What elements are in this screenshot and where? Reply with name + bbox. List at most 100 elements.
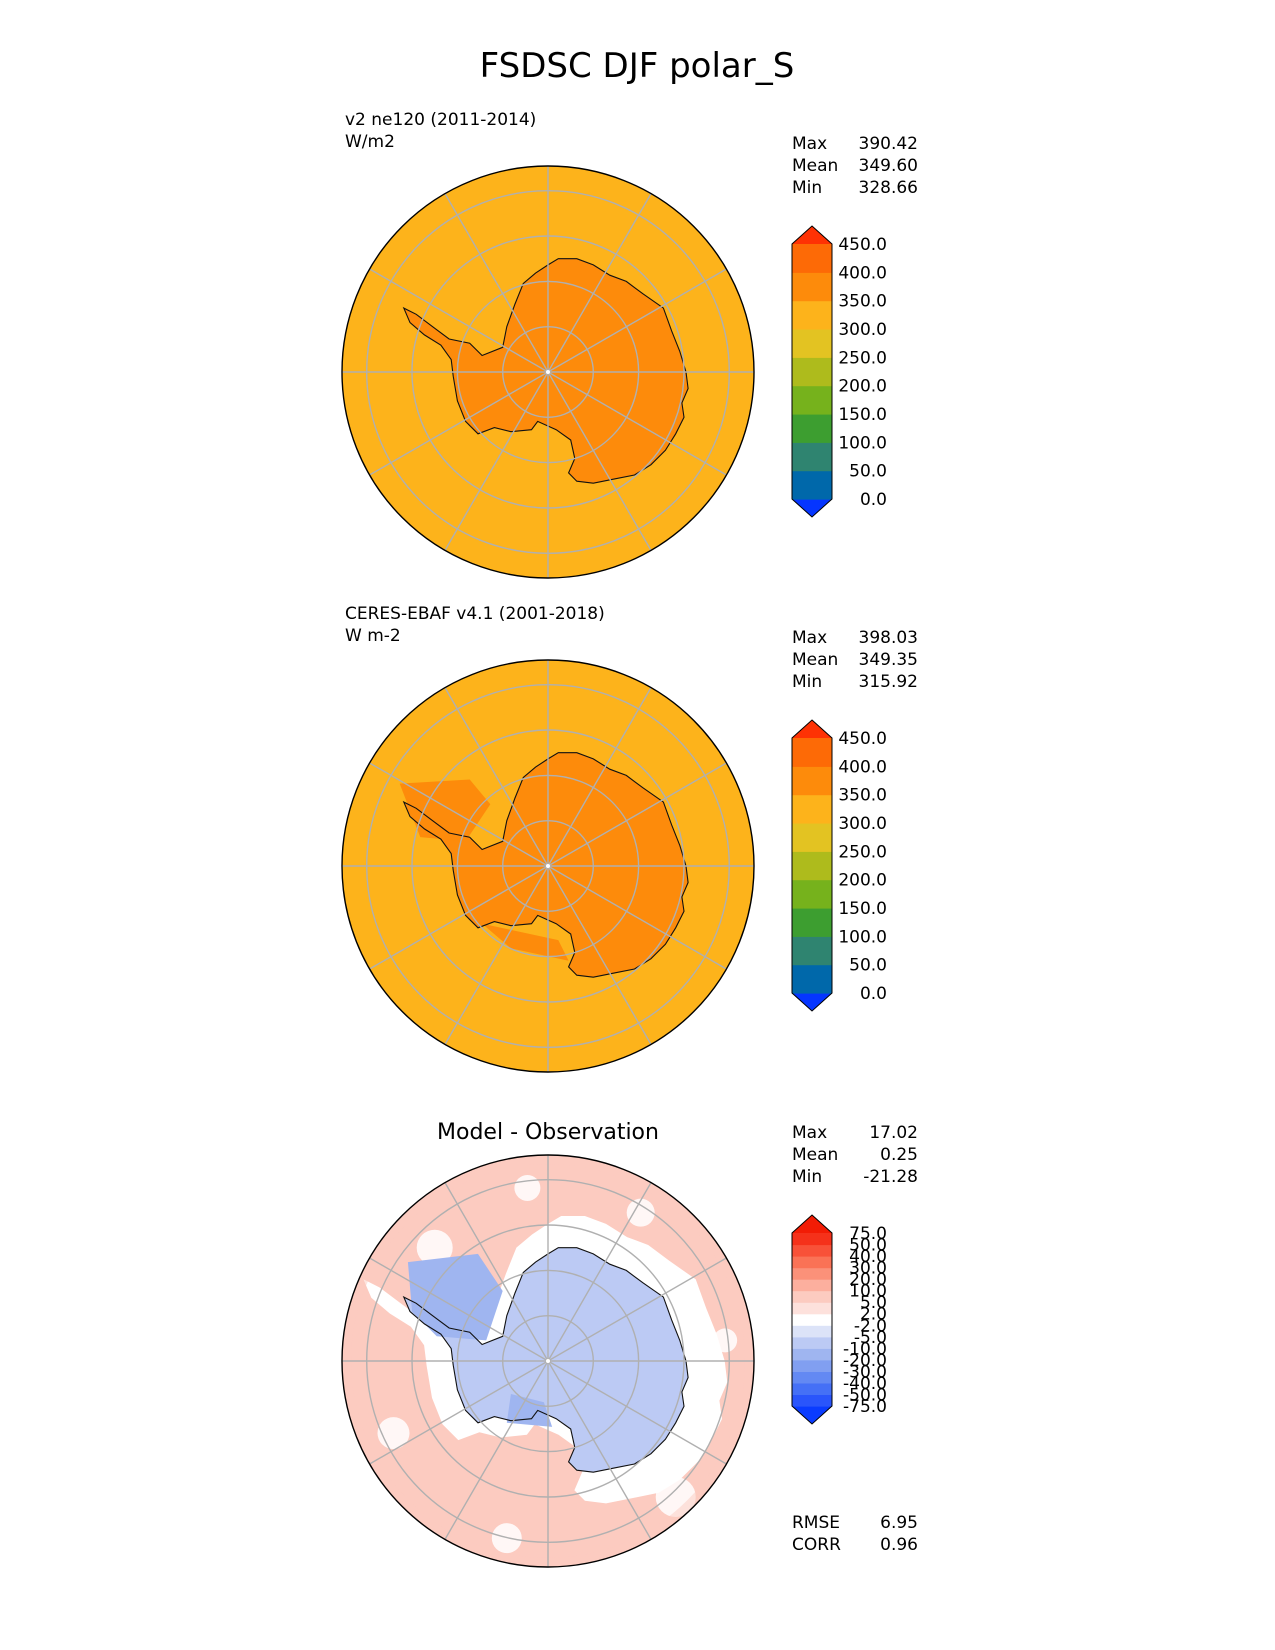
stat-value: 0.25 bbox=[880, 1145, 918, 1165]
stat-value: 315.92 bbox=[859, 672, 918, 692]
colorbar-tick-label: 50.0 bbox=[849, 462, 887, 482]
colorbar-segment bbox=[792, 1302, 832, 1315]
colorbar-tick-label: 300.0 bbox=[838, 814, 887, 834]
stat-value: 6.95 bbox=[880, 1513, 918, 1533]
stat-value: 349.35 bbox=[859, 650, 918, 670]
colorbar-tick-label: 150.0 bbox=[838, 405, 887, 425]
colorbar-tick-label: -20.0 bbox=[843, 1351, 887, 1371]
colorbar-tick-label: 10.0 bbox=[849, 1282, 887, 1302]
colorbar-segment bbox=[792, 1256, 832, 1269]
anomaly-patch bbox=[514, 1174, 541, 1201]
colorbar-tick-label: 50.0 bbox=[849, 1236, 887, 1256]
ice-shelf-field bbox=[399, 779, 491, 842]
colorbar-segment bbox=[792, 1382, 832, 1395]
colorbar-tick-label: 0.0 bbox=[860, 984, 887, 1004]
panel-label: v2 ne120 (2011-2014) bbox=[345, 110, 536, 130]
colorbar-tick-label: 30.0 bbox=[849, 1259, 887, 1279]
colorbar-tick-label: 40.0 bbox=[849, 1247, 887, 1267]
colorbar-tick-label: 200.0 bbox=[838, 871, 887, 891]
stat-value: 390.42 bbox=[859, 134, 918, 154]
colorbar-segment bbox=[792, 1336, 832, 1349]
stat-name: RMSE bbox=[792, 1513, 840, 1533]
colorbar-tick-label: 75.0 bbox=[849, 1224, 887, 1244]
stat-name: Min bbox=[792, 1167, 822, 1187]
colorbar-extend-high bbox=[792, 1215, 832, 1233]
colorbar-tick-label: 400.0 bbox=[838, 757, 887, 777]
colorbar-segment bbox=[792, 414, 832, 443]
anomaly-patch bbox=[626, 1198, 655, 1227]
colorbar-tick-label: 50.0 bbox=[849, 956, 887, 976]
colorbar-tick-label: 250.0 bbox=[838, 842, 887, 862]
stat-name: Mean bbox=[792, 650, 838, 670]
colorbar-extend-low bbox=[792, 1406, 832, 1424]
colorbar-tick-label: -30.0 bbox=[843, 1362, 887, 1382]
colorbar-extend-high bbox=[792, 720, 832, 738]
pole-marker bbox=[546, 370, 550, 374]
colorbar-tick-label: -5.0 bbox=[854, 1328, 887, 1348]
colorbar-segment bbox=[792, 879, 832, 909]
colorbar-segment bbox=[792, 1313, 832, 1326]
colorbar: 0.0 50.0 100.0 150.0 200.0 250.0 300.0 350.0 400… bbox=[791, 225, 887, 518]
colorbar-segment bbox=[792, 908, 832, 937]
stat-name: Min bbox=[792, 672, 822, 692]
stat-value: 0.96 bbox=[880, 1535, 918, 1555]
colorbar-segment bbox=[792, 1371, 832, 1384]
panel-label: W m-2 bbox=[345, 626, 401, 646]
peninsula-anomaly bbox=[407, 1253, 503, 1341]
stat-value: 349.60 bbox=[859, 156, 918, 176]
colorbar-tick-label: -75.0 bbox=[843, 1397, 887, 1417]
map-panel: CERES-EBAF v4.1 (2001-2018)W m-2 Max 398.0… bbox=[341, 604, 918, 1073]
colorbar-tick-label: 100.0 bbox=[838, 433, 887, 453]
polar-map bbox=[342, 166, 754, 578]
colorbar-tick-label: -40.0 bbox=[843, 1374, 887, 1394]
panel-title: Model - Observation bbox=[437, 1120, 659, 1145]
colorbar-segment bbox=[792, 1394, 832, 1407]
stat-value: 328.66 bbox=[859, 178, 918, 198]
coastline bbox=[402, 752, 689, 978]
anomaly-patch bbox=[416, 1229, 453, 1266]
stat-name: Max bbox=[792, 1123, 827, 1143]
colorbar-segment bbox=[792, 1290, 832, 1303]
colorbar-segment bbox=[792, 1233, 832, 1246]
map-panel: Model - Observation Max 17.02 Mean 0.25 Min -2… bbox=[341, 1120, 918, 1568]
colorbar-tick-label: 350.0 bbox=[838, 786, 887, 806]
colorbar-segment bbox=[792, 470, 832, 500]
map-border bbox=[341, 165, 755, 579]
colorbar: 0.0 50.0 100.0 150.0 200.0 250.0 300.0 350.0 400… bbox=[791, 719, 887, 1012]
colorbar-outline bbox=[791, 225, 833, 518]
colorbar-tick-label: 0.0 bbox=[860, 490, 887, 510]
panel-label: W/m2 bbox=[345, 132, 395, 152]
stat-value: 398.03 bbox=[859, 628, 918, 648]
colorbar-tick-label: -2.0 bbox=[854, 1316, 887, 1336]
colorbar-segment bbox=[792, 1325, 832, 1338]
colorbar-tick-label: 400.0 bbox=[838, 263, 887, 283]
pole-marker bbox=[546, 864, 550, 868]
stat-name: CORR bbox=[792, 1535, 841, 1555]
colorbar-tick-label: 150.0 bbox=[838, 899, 887, 919]
colorbar-segment bbox=[792, 244, 832, 273]
colorbar-tick-label: 5.0 bbox=[860, 1293, 887, 1313]
colorbar-segment bbox=[792, 1244, 832, 1257]
ross-anomaly bbox=[506, 1393, 553, 1427]
stat-name: Max bbox=[792, 628, 827, 648]
pole-marker bbox=[546, 1359, 550, 1363]
colorbar-tick-label: -10.0 bbox=[843, 1339, 887, 1359]
map-border bbox=[341, 659, 755, 1073]
colorbar-segment bbox=[792, 851, 832, 881]
colorbar: -75.0-50.0-40.0-30.0-20.0-10.0-5.0-2.02.… bbox=[791, 1214, 887, 1425]
colorbar-tick-label: 100.0 bbox=[838, 927, 887, 947]
colorbar-outline bbox=[791, 719, 833, 1012]
colorbar-tick-label: 20.0 bbox=[849, 1270, 887, 1290]
polar-map bbox=[342, 1155, 754, 1567]
colorbar-tick-label: -50.0 bbox=[843, 1386, 887, 1406]
colorbar-segment bbox=[792, 766, 832, 796]
colorbar-segment bbox=[792, 300, 832, 330]
polar-map bbox=[342, 660, 754, 1072]
anomaly-patch bbox=[713, 1328, 738, 1353]
ice-shelf-field bbox=[482, 923, 569, 961]
coastline bbox=[402, 1247, 689, 1473]
colorbar-tick-label: 300.0 bbox=[838, 320, 887, 340]
colorbar-segment bbox=[792, 823, 832, 852]
colorbar-segment bbox=[792, 272, 832, 302]
